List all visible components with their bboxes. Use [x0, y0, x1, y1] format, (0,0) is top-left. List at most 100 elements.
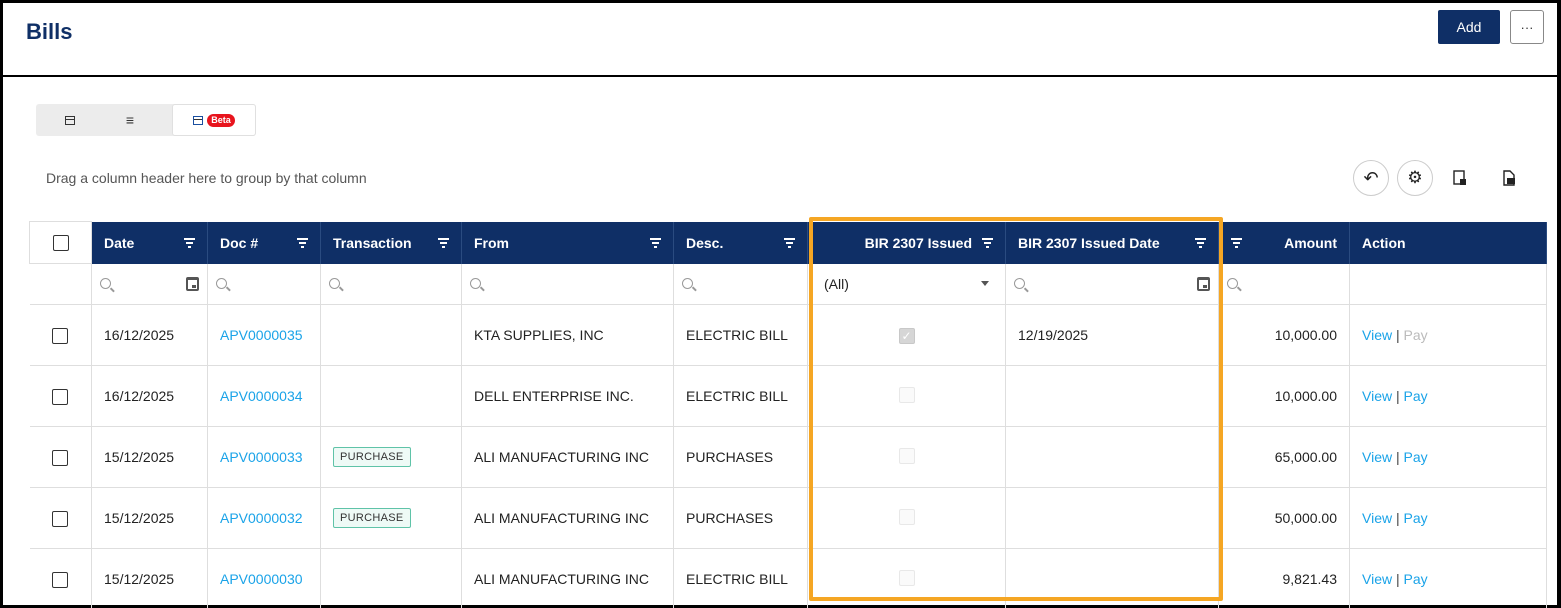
column-header-bir-issued-date[interactable]: BIR 2307 Issued Date — [1005, 221, 1219, 264]
doc-link[interactable]: APV0000030 — [220, 571, 303, 587]
column-header-amount[interactable]: Amount — [1218, 221, 1350, 264]
desc-cell: PURCHASES — [673, 487, 808, 549]
transaction-badge: PURCHASE — [333, 508, 411, 528]
row-checkbox[interactable] — [52, 449, 69, 466]
pay-link[interactable]: Pay — [1403, 388, 1428, 404]
desc-cell: ELECTRIC BILL — [673, 365, 808, 427]
filter-icon[interactable] — [1195, 238, 1206, 248]
select-all-checkbox[interactable] — [52, 235, 69, 252]
page-title: Bills — [26, 19, 73, 44]
column-header-from[interactable]: From — [461, 221, 674, 264]
filter-doc[interactable] — [207, 263, 321, 305]
bir-issued-checkbox — [898, 569, 915, 586]
action-separator: | — [1395, 388, 1400, 404]
transaction-cell: PURCHASE — [320, 487, 462, 549]
doc-link[interactable]: APV0000033 — [220, 449, 303, 465]
table-row[interactable]: 15/12/2025 APV0000030 ALI MANUFACTURING IN… — [29, 548, 1547, 608]
filter-bir-issued-date[interactable] — [1005, 263, 1219, 305]
grid-settings-button[interactable]: ⚙ — [1397, 160, 1433, 196]
transaction-cell — [320, 365, 462, 427]
transaction-cell — [320, 548, 462, 608]
column-header-date[interactable]: Date — [91, 221, 208, 264]
row-checkbox[interactable] — [52, 510, 69, 527]
bir-issued-checkbox — [898, 447, 915, 464]
bir-issued-date-cell — [1005, 487, 1219, 549]
filter-icon[interactable] — [184, 238, 195, 248]
column-header-desc[interactable]: Desc. — [673, 221, 808, 264]
column-header-bir-issued[interactable]: BIR 2307 Issued — [807, 221, 1006, 264]
filter-amount[interactable] — [1218, 263, 1350, 305]
table-row[interactable]: 15/12/2025 APV0000032 PURCHASE ALI MANUFACT… — [29, 487, 1547, 549]
filter-date[interactable] — [91, 263, 208, 305]
transaction-badge: PURCHASE — [333, 447, 411, 467]
amount-cell: 50,000.00 — [1218, 487, 1350, 549]
view-link[interactable]: View — [1362, 388, 1393, 404]
row-select-cell — [29, 365, 92, 427]
filter-icon[interactable] — [1231, 238, 1242, 248]
chevron-down-icon — [981, 281, 989, 287]
action-cell: View | Pay — [1349, 548, 1547, 608]
list-icon: ≡ — [125, 112, 135, 128]
calendar-icon[interactable] — [186, 276, 199, 291]
export-icon — [1453, 170, 1466, 185]
filter-icon[interactable] — [297, 238, 308, 248]
from-cell: DELL ENTERPRISE INC. — [461, 365, 674, 427]
list-view-button[interactable]: ≡ — [116, 104, 144, 136]
filter-bir-issued-select[interactable]: (All) — [807, 263, 1006, 305]
pay-link[interactable]: Pay — [1403, 449, 1428, 465]
filter-icon[interactable] — [982, 238, 993, 248]
table-row[interactable]: 16/12/2025 APV0000035 KTA SUPPLIES, INC ELE… — [29, 304, 1547, 366]
action-cell: View | Pay — [1349, 487, 1547, 549]
export-pdf-button[interactable] — [1497, 166, 1521, 190]
pay-link[interactable]: Pay — [1403, 510, 1428, 526]
beta-grid-view-button[interactable]: Beta — [172, 104, 256, 136]
doc-cell: APV0000032 — [207, 487, 321, 549]
table-row[interactable]: 16/12/2025 APV0000034 DELL ENTERPRISE INC.… — [29, 365, 1547, 427]
view-link[interactable]: View — [1362, 327, 1393, 343]
bir-issued-checkbox: ✓ — [898, 327, 915, 344]
doc-link[interactable]: APV0000035 — [220, 327, 303, 343]
column-header-doc[interactable]: Doc # — [207, 221, 321, 264]
doc-link[interactable]: APV0000034 — [220, 388, 303, 404]
add-button[interactable]: Add — [1438, 10, 1500, 44]
filter-icon[interactable] — [784, 238, 795, 248]
table-row[interactable]: 15/12/2025 APV0000033 PURCHASE ALI MANUFACT… — [29, 426, 1547, 488]
doc-cell: APV0000034 — [207, 365, 321, 427]
column-header-transaction[interactable]: Transaction — [320, 221, 462, 264]
group-by-hint: Drag a column header here to group by th… — [46, 170, 367, 186]
doc-link[interactable]: APV0000032 — [220, 510, 303, 526]
row-checkbox[interactable] — [52, 327, 69, 344]
bir-issued-checkbox — [898, 386, 915, 403]
view-link[interactable]: View — [1362, 449, 1393, 465]
bir-issued-cell — [807, 548, 1006, 608]
bir-issued-cell — [807, 487, 1006, 549]
action-cell: View | Pay — [1349, 365, 1547, 427]
reset-layout-button[interactable]: ↶ — [1353, 160, 1389, 196]
bir-issued-checkbox — [898, 508, 915, 525]
row-select-cell — [29, 304, 92, 366]
date-cell: 16/12/2025 — [91, 365, 208, 427]
search-icon — [329, 277, 340, 289]
from-cell: KTA SUPPLIES, INC — [461, 304, 674, 366]
row-checkbox[interactable] — [52, 388, 69, 405]
doc-cell: APV0000033 — [207, 426, 321, 488]
view-link[interactable]: View — [1362, 510, 1393, 526]
filter-from[interactable] — [461, 263, 674, 305]
filter-transaction[interactable] — [320, 263, 462, 305]
amount-cell: 65,000.00 — [1218, 426, 1350, 488]
export-excel-button[interactable] — [1448, 166, 1472, 190]
grid-view-button[interactable] — [56, 104, 84, 136]
row-checkbox[interactable] — [52, 571, 69, 588]
view-link[interactable]: View — [1362, 571, 1393, 587]
filter-icon[interactable] — [438, 238, 449, 248]
bir-issued-date-cell — [1005, 426, 1219, 488]
search-icon — [470, 277, 481, 289]
calendar-icon[interactable] — [1197, 276, 1210, 291]
filter-icon[interactable] — [650, 238, 661, 248]
search-icon — [682, 277, 693, 289]
action-separator: | — [1395, 327, 1400, 343]
filter-desc[interactable] — [673, 263, 808, 305]
search-icon — [1014, 278, 1025, 290]
pay-link[interactable]: Pay — [1403, 571, 1428, 587]
more-options-button[interactable]: ··· — [1510, 10, 1544, 44]
